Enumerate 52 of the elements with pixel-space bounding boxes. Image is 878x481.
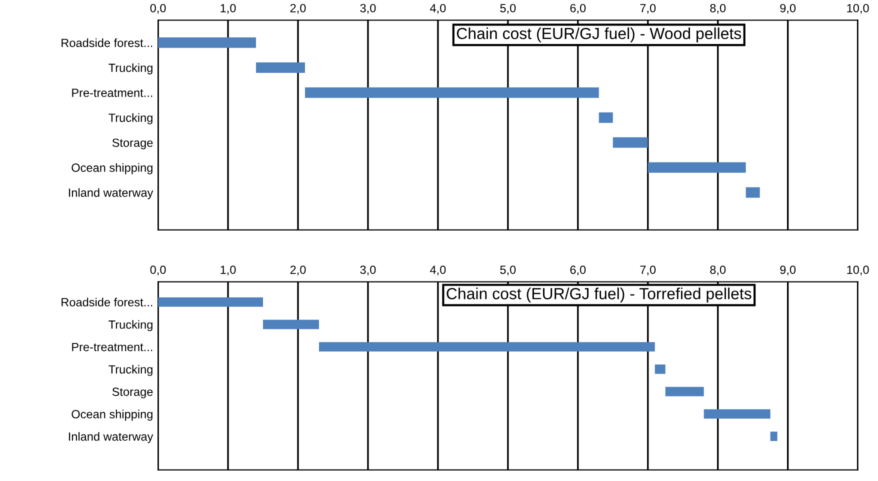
x-tick-label: 10,0 <box>847 4 869 14</box>
y-tick-label: Inland waterway <box>68 188 154 200</box>
x-tick-label: 5,0 <box>500 4 516 14</box>
y-tick-label: Roadside forest... <box>62 298 152 306</box>
x-tick-label: 7,0 <box>640 4 656 14</box>
x-tick-label: 3,0 <box>360 4 376 14</box>
bar <box>770 432 778 442</box>
x-tick-label: 9,0 <box>780 4 796 14</box>
y-tick-label: Trucking <box>108 63 152 74</box>
x-tick-label: 2,0 <box>290 4 306 14</box>
x-tick-label: 0,0 <box>150 266 166 276</box>
x-tick-label: 6,0 <box>570 266 586 276</box>
x-tick-label: 1,0 <box>220 4 236 14</box>
bar <box>648 162 746 173</box>
x-tick-label: 7,0 <box>640 266 656 276</box>
x-tick-label: 4,0 <box>430 266 446 276</box>
y-tick-label: Ocean shipping <box>72 163 152 174</box>
chart-title: Chain cost (EUR/GJ fuel) - Wood pellets <box>456 27 742 42</box>
y-tick-label: Ocean shipping <box>72 410 152 421</box>
bar <box>612 137 648 148</box>
y-tick-label: Storage <box>112 388 153 398</box>
x-tick-label: 8,0 <box>710 266 726 276</box>
bar <box>654 364 666 374</box>
x-tick-label: 2,0 <box>290 266 306 276</box>
x-tick-label: 4,0 <box>430 4 446 14</box>
x-tick-label: 0,0 <box>150 4 166 14</box>
bar <box>665 386 704 396</box>
y-tick-label: Trucking <box>108 364 152 376</box>
y-tick-label: Storage <box>112 138 153 150</box>
x-tick-label: 8,0 <box>710 4 726 14</box>
y-tick-label: Trucking <box>108 113 152 124</box>
x-tick-label: 5,0 <box>500 266 516 276</box>
y-tick-label: Roadside forest... <box>62 38 152 48</box>
x-tick-label: 3,0 <box>360 266 376 276</box>
x-tick-label: 10,0 <box>847 266 869 276</box>
y-tick-label: Pre-treatment... <box>72 88 152 97</box>
bar <box>158 37 256 48</box>
x-tick-label: 6,0 <box>570 4 586 14</box>
chart-title: Chain cost (EUR/GJ fuel) - Torrefied pellets <box>446 288 752 302</box>
y-tick-label: Pre-treatment... <box>72 342 152 352</box>
bar <box>158 297 264 307</box>
bar <box>598 112 613 123</box>
bar <box>263 320 319 330</box>
bar <box>318 342 655 352</box>
x-tick-label: 9,0 <box>780 266 796 276</box>
bar <box>704 409 770 419</box>
x-tick-label: 1,0 <box>220 266 236 276</box>
bar <box>304 87 599 98</box>
y-tick-label: Inland waterway <box>68 432 154 444</box>
y-tick-label: Trucking <box>108 320 152 332</box>
bar <box>746 187 760 198</box>
bar <box>256 62 305 73</box>
